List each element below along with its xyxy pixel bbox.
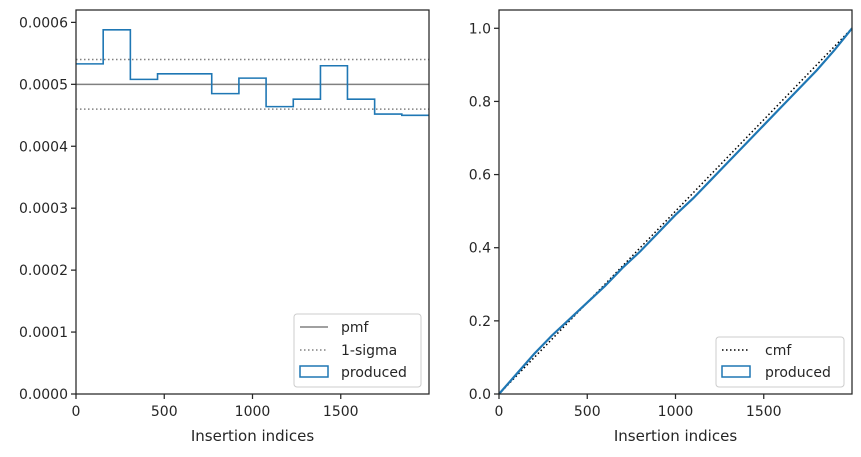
cmf-x-ticks: 0 500 1000 1500 [495, 394, 782, 420]
legend-pmf-label: pmf [341, 320, 370, 336]
produced-cumulative-line [498, 27, 853, 395]
pmf-x-tick-label: 1500 [323, 404, 359, 420]
legend-cmf-produced-swatch [721, 365, 751, 378]
pmf-x-tick-label: 1000 [235, 404, 271, 420]
cmf-line [498, 27, 853, 395]
cmf-y-tick-label: 0.6 [469, 168, 491, 184]
pmf-x-axis-label: Insertion indices [191, 427, 314, 445]
legend-cmf-label: cmf [765, 343, 792, 359]
legend-1-sigma-label: 1-sigma [341, 343, 397, 359]
legend-produced-swatch [299, 365, 329, 378]
pmf-y-tick-label: 0.0001 [19, 325, 68, 341]
pmf-y-tick-label: 0.0003 [19, 201, 68, 217]
cmf-panel: 0 500 1000 1500 0.0 0.2 0.4 0.6 0.8 1.0 Insertio… [469, 9, 853, 445]
cmf-y-tick-label: 0.0 [469, 387, 491, 403]
cmf-y-tick-label: 0.2 [469, 314, 491, 330]
pmf-legend: pmf 1-sigma produced [293, 313, 422, 388]
cmf-x-tick-label: 1500 [746, 404, 782, 420]
cmf-x-tick-label: 500 [574, 404, 601, 420]
pmf-y-tick-label: 0.0004 [19, 139, 68, 155]
pmf-legend-box [293, 313, 422, 388]
cmf-x-tick-label: 1000 [658, 404, 694, 420]
cmf-x-axis-label: Insertion indices [614, 427, 737, 445]
pmf-x-ticks: 0 500 1000 1500 [72, 394, 359, 420]
pmf-y-tick-label: 0.0005 [19, 77, 68, 93]
cmf-plot-area [498, 27, 853, 395]
legend-cmf-produced-label: produced [765, 365, 831, 381]
cmf-y-tick-label: 0.8 [469, 94, 491, 110]
cmf-legend: cmf produced [715, 336, 845, 388]
pmf-plot-area [76, 29, 429, 117]
pmf-x-tick-label: 500 [151, 404, 178, 420]
cmf-y-ticks: 0.0 0.2 0.4 0.6 0.8 1.0 [469, 21, 499, 403]
pmf-y-tick-label: 0.0000 [19, 387, 68, 403]
pmf-y-tick-label: 0.0002 [19, 263, 68, 279]
cmf-y-tick-label: 0.4 [469, 241, 491, 257]
legend-produced-label: produced [341, 365, 407, 381]
pmf-x-tick-label: 0 [72, 404, 81, 420]
cmf-legend-box [715, 336, 845, 388]
cmf-x-tick-label: 0 [495, 404, 504, 420]
cmf-y-tick-label: 1.0 [469, 21, 491, 37]
produced-histogram-step [76, 29, 429, 117]
pmf-panel: 0 500 1000 1500 0.00000.00010.00020.00030.0… [19, 9, 430, 445]
pmf-y-ticks: 0.0000 0.0001 0.0002 0.0003 0.0004 0.0005 0.00… [19, 15, 76, 403]
pmf-y-tick-label: 0.0006 [19, 15, 68, 31]
